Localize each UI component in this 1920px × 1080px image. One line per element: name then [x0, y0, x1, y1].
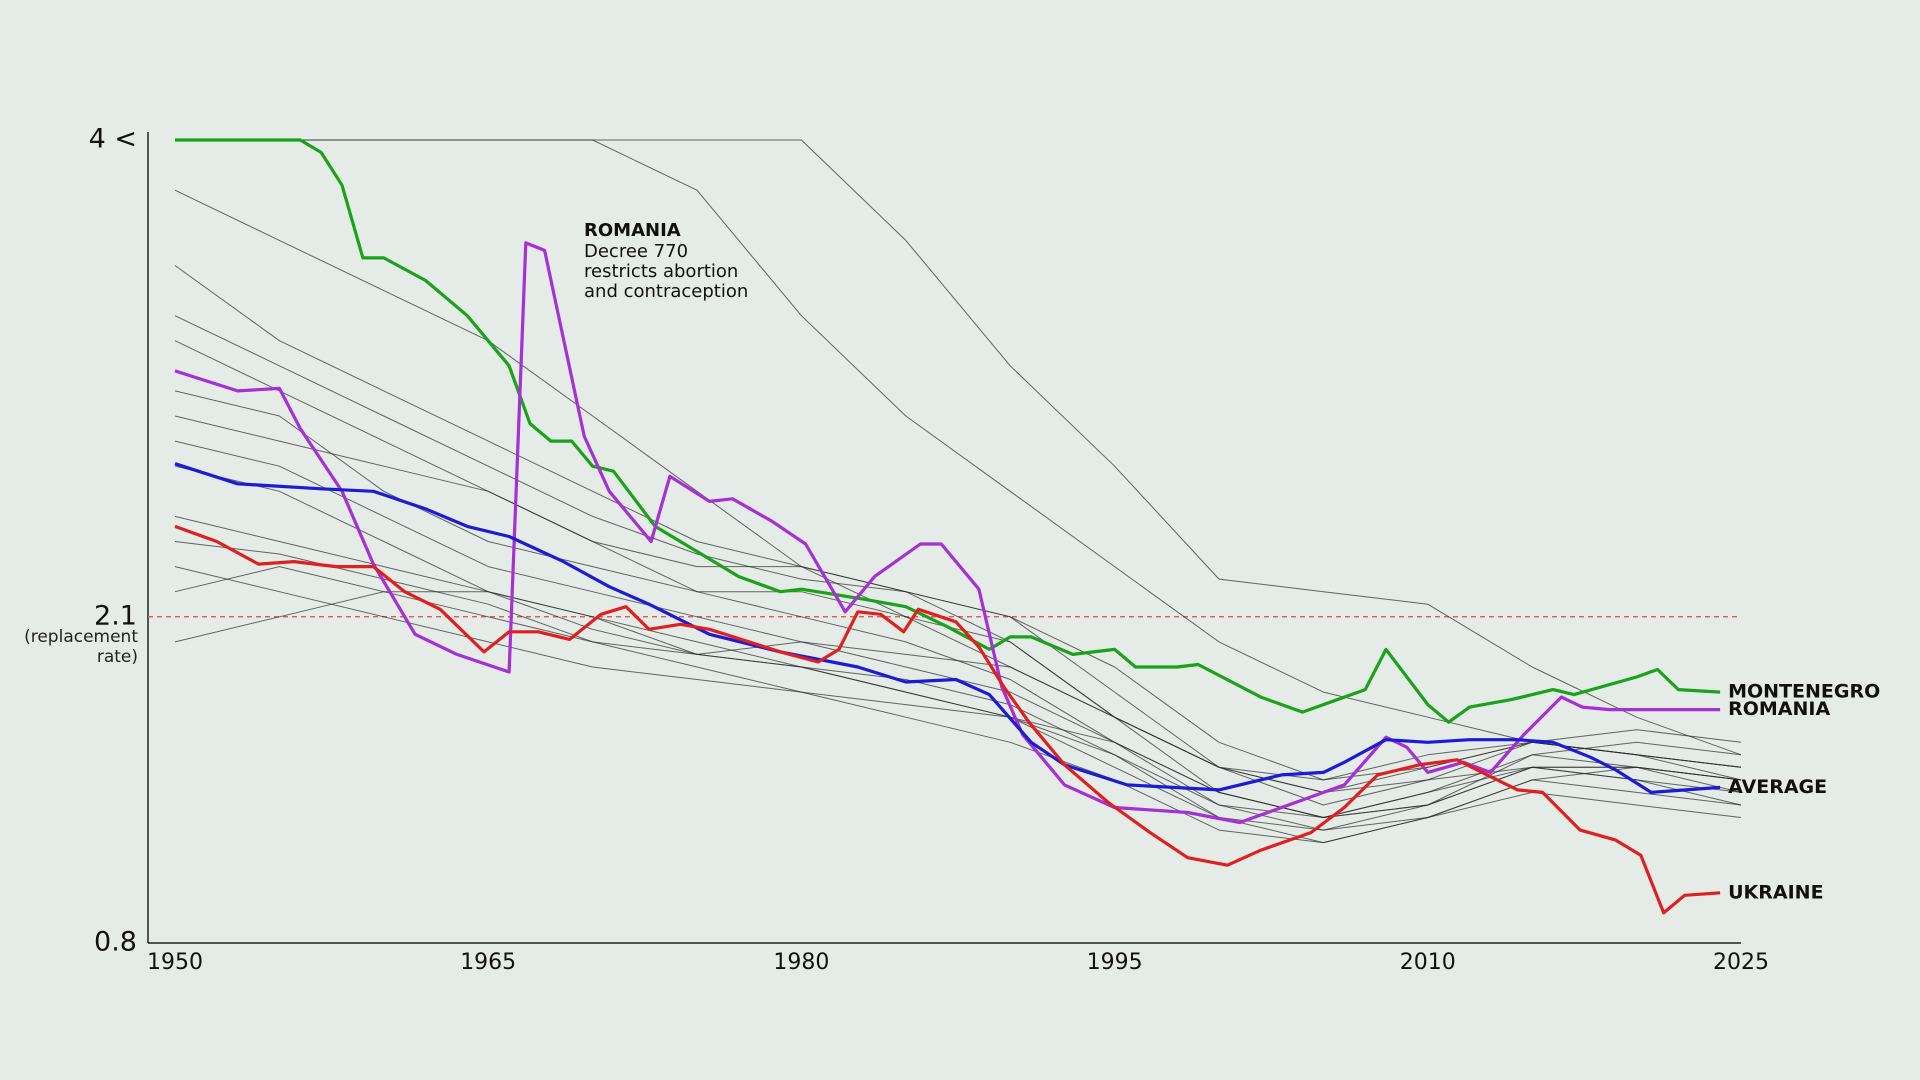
country-line: [174, 440, 1742, 831]
annotation-text: Decree 770: [584, 241, 688, 262]
x-tick-label: 1965: [460, 950, 516, 975]
y-tick-label: 0.8: [94, 927, 137, 958]
highlight-line: [174, 462, 1721, 794]
x-tick-label: 2010: [1400, 950, 1456, 975]
series-label: MONTENEGRO: [1728, 681, 1880, 703]
y-tick-label: 2.1: [94, 600, 137, 631]
country-line: [174, 591, 1742, 818]
series-label: AVERAGE: [1728, 776, 1827, 798]
series-label: UKRAINE: [1728, 881, 1823, 903]
x-tick-label: 1980: [773, 950, 829, 975]
country-line: [174, 515, 1742, 831]
country-line: [174, 566, 1742, 781]
highlight-line: [174, 241, 1721, 825]
y-tick-label: 4 <: [89, 124, 137, 155]
country-line: [174, 390, 1742, 806]
country-line: [174, 315, 1742, 781]
country-line: [174, 415, 1742, 818]
country-line: [175, 139, 1742, 756]
annotation-title: ROMANIA: [584, 220, 681, 241]
x-tick-label: 1995: [1087, 950, 1143, 975]
x-tick-label: 2025: [1713, 950, 1769, 975]
annotation-text: restricts abortion: [584, 261, 738, 282]
x-tick-label: 1950: [147, 950, 203, 975]
highlight-line: [174, 524, 1721, 915]
country-line: [174, 340, 1742, 818]
annotation-text: and contraception: [584, 281, 748, 302]
highlight-line: [175, 138, 1721, 724]
replacement-note: (replacement rate): [24, 627, 138, 667]
series-label: ROMANIA: [1728, 698, 1830, 720]
country-line: [175, 139, 1742, 768]
country-line: [174, 465, 1742, 844]
